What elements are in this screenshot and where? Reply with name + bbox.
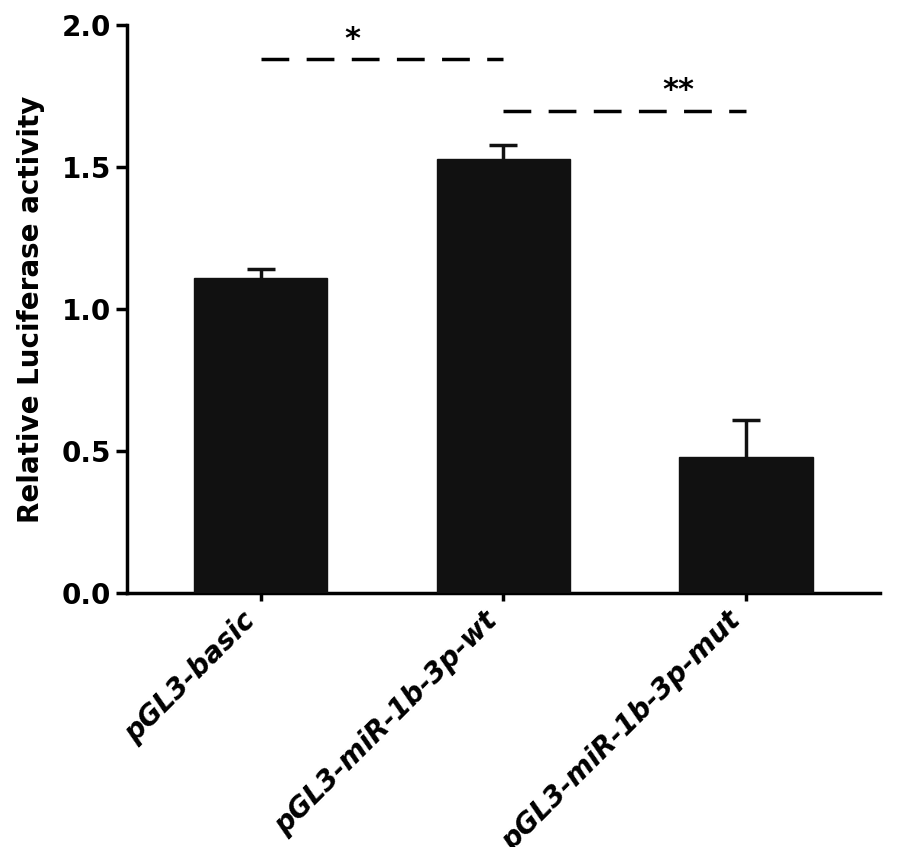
Bar xyxy=(194,278,327,593)
Bar xyxy=(679,457,813,593)
Text: **: ** xyxy=(662,76,694,105)
Text: *: * xyxy=(345,25,361,54)
Y-axis label: Relative Luciferase activity: Relative Luciferase activity xyxy=(17,96,44,523)
Bar xyxy=(436,158,571,593)
